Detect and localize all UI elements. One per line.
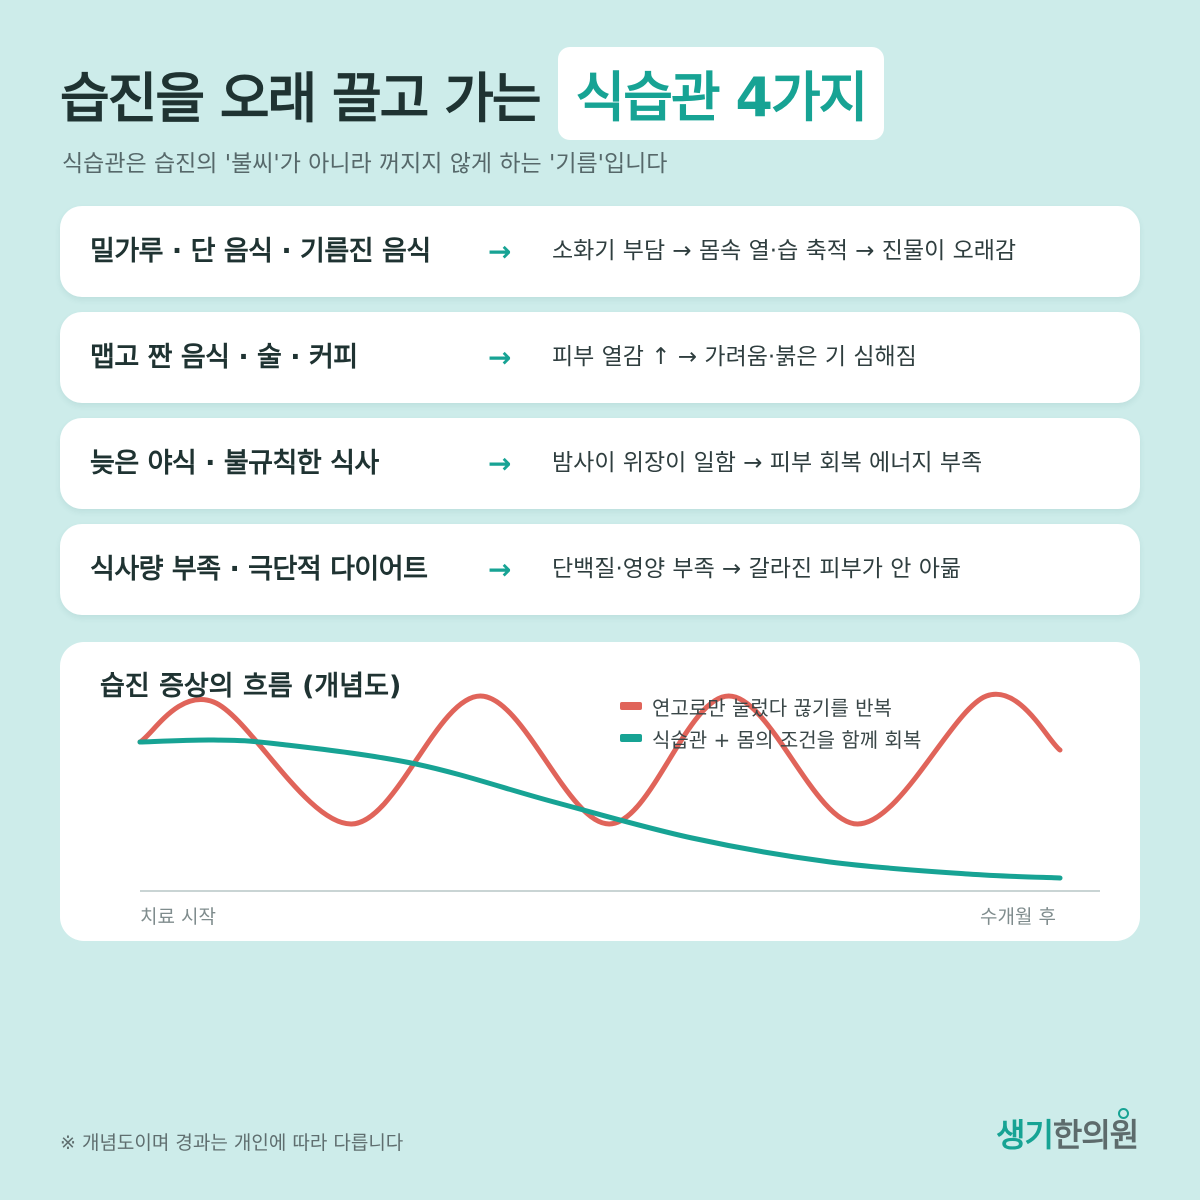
habit-row-2: 맵고 짠 음식 · 술 · 커피 → 피부 열감 ↑ → 가려움·붉은 기 심해… <box>60 312 1140 403</box>
legend-swatch-teal <box>620 734 642 742</box>
arrow-icon: → <box>488 447 512 480</box>
habit-row-3: 늦은 야식 · 불규칙한 식사 → 밤사이 위장이 일함 → 피부 회복 에너지… <box>60 418 1140 509</box>
x-axis-start-label: 치료 시작 <box>140 906 216 928</box>
title-highlight: 식습관 4가지 <box>557 46 885 140</box>
legend-item-holistic: 식습관 + 몸의 조건을 함께 회복 <box>620 722 921 754</box>
logo-circle-icon <box>1118 1108 1129 1119</box>
legend-label: 연고로만 눌렀다 끊기를 반복 <box>652 695 892 720</box>
x-axis-end-label: 수개월 후 <box>980 906 1056 928</box>
chart-legend: 연고로만 눌렀다 끊기를 반복 식습관 + 몸의 조건을 함께 회복 <box>620 690 921 754</box>
legend-item-ointment: 연고로만 눌렀다 끊기를 반복 <box>620 690 921 722</box>
arrow-icon: → <box>488 235 512 268</box>
habit-cause: 맵고 짠 음식 · 술 · 커피 <box>90 342 358 373</box>
logo-part-1: 생기 <box>996 1116 1054 1154</box>
chart-title: 습진 증상의 흐름 (개념도) <box>100 671 402 702</box>
habit-cause: 밀가루 · 단 음식 · 기름진 음식 <box>90 236 431 267</box>
habit-effect: 밤사이 위장이 일함 → 피부 회복 에너지 부족 <box>552 450 983 476</box>
logo-part-2: 한의원 <box>1052 1116 1139 1154</box>
page-title: 습진을 오래 끌고 가는 식습관 4가지 <box>60 46 885 140</box>
series-line-holistic-recovery <box>137 737 1063 881</box>
habit-cause: 식사량 부족 · 극단적 다이어트 <box>90 554 428 585</box>
habit-effect: 단백질·영양 부족 → 갈라진 피부가 안 아묾 <box>552 556 962 582</box>
legend-label: 식습관 + 몸의 조건을 함께 회복 <box>652 727 922 752</box>
habit-row-4: 식사량 부족 · 극단적 다이어트 → 단백질·영양 부족 → 갈라진 피부가 … <box>60 524 1140 615</box>
series-line-ointment-cycle <box>137 691 1063 827</box>
symptom-flow-chart: 습진 증상의 흐름 (개념도) 연고로만 눌렀다 끊기를 반복 식습관 + 몸의… <box>60 642 1140 941</box>
arrow-icon: → <box>488 341 512 374</box>
habit-cause: 늦은 야식 · 불규칙한 식사 <box>90 448 379 479</box>
chart-plot <box>137 691 1100 892</box>
habit-effect: 피부 열감 ↑ → 가려움·붉은 기 심해짐 <box>552 344 917 370</box>
legend-swatch-red <box>620 702 642 710</box>
title-main: 습진을 오래 끌고 가는 <box>60 66 542 130</box>
habit-row-1: 밀가루 · 단 음식 · 기름진 음식 → 소화기 부담 → 몸속 열·습 축적… <box>60 206 1140 297</box>
brand-logo: 생기한의원 <box>996 1108 1139 1156</box>
subtitle: 식습관은 습진의 '불씨'가 아니라 꺼지지 않게 하는 '기름'입니다 <box>62 151 668 177</box>
arrow-icon: → <box>488 553 512 586</box>
habit-effect: 소화기 부담 → 몸속 열·습 축적 → 진물이 오래감 <box>552 238 1017 264</box>
footnote: ※ 개념도이며 경과는 개인에 따라 다릅니다 <box>60 1132 404 1154</box>
